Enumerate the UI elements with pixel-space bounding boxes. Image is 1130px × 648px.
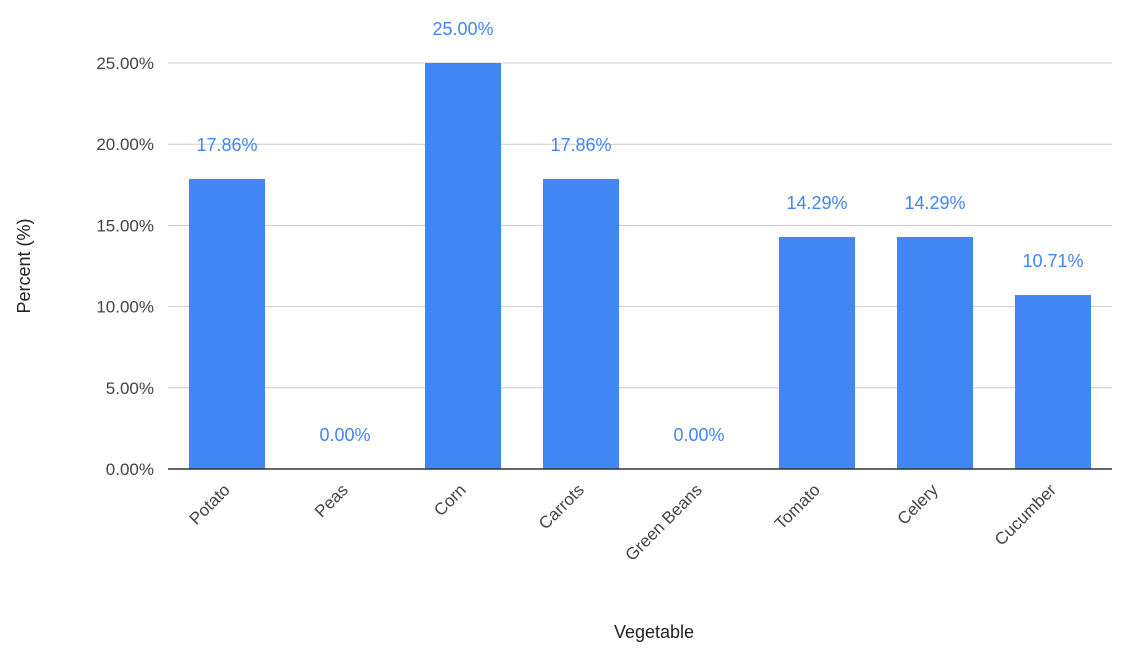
y-tick-label: 0.00% [106,460,154,479]
y-tick-label: 25.00% [96,54,154,73]
bar-carrots [543,178,619,469]
data-label: 0.00% [673,425,724,445]
y-tick-label: 10.00% [96,298,154,317]
bars [189,63,1091,469]
data-label: 17.86% [196,135,257,155]
bar-celery [897,236,973,469]
x-category-label: Corn [430,480,469,519]
y-tick-label: 15.00% [96,216,154,235]
bar-cucumber [1015,295,1091,469]
x-category-label: Peas [311,480,352,521]
x-category-label: Green Beans [622,480,706,564]
data-label: 0.00% [319,425,370,445]
bar-tomato [779,236,855,469]
x-category-label: Celery [894,480,943,529]
bar-corn [425,63,501,469]
data-label: 25.00% [432,19,493,39]
x-axis-categories: Potato Peas Corn Carrots Green Beans Tomato Ce… [186,480,1060,565]
data-labels: 17.86% 0.00% 25.00% 17.86% 0.00% 14.29% 14.29%… [196,19,1083,445]
x-axis-title: Vegetable [614,622,694,642]
y-tick-label: 20.00% [96,135,154,154]
x-category-label: Potato [186,480,234,528]
x-category-label: Tomato [771,480,824,533]
x-category-label: Cucumber [991,480,1060,549]
data-label: 14.29% [904,193,965,213]
data-label: 14.29% [786,193,847,213]
bar-potato [189,178,265,469]
x-category-label: Carrots [535,480,588,533]
y-axis-title: Percent (%) [14,218,34,313]
y-tick-label: 5.00% [106,379,154,398]
y-axis-ticks: 0.00% 5.00% 10.00% 15.00% 20.00% 25.00% [96,54,154,479]
data-label: 17.86% [550,135,611,155]
data-label: 10.71% [1022,251,1083,271]
